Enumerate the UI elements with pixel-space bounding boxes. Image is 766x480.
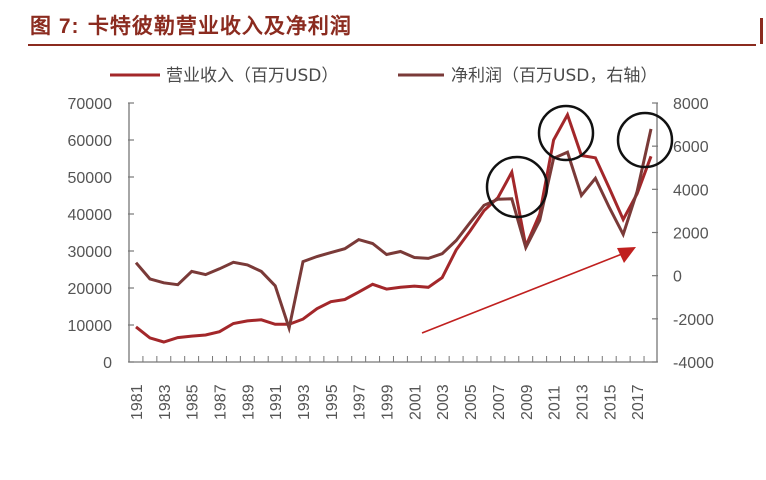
- x-tick-label: 1989: [240, 384, 257, 420]
- x-tick-label: 2005: [463, 384, 480, 420]
- legend-label-revenue: 营业收入（百万USD）: [166, 66, 338, 86]
- left-tick-label: 70000: [68, 96, 113, 113]
- x-tick-label: 1987: [213, 384, 230, 420]
- trend-arrow-shaft: [421, 253, 623, 334]
- x-tick-label: 2001: [407, 384, 424, 420]
- left-tick-label: 30000: [68, 244, 113, 261]
- x-tick-label: 1983: [157, 384, 174, 420]
- highlight-circle: [616, 111, 674, 169]
- right-tick-label: 8000: [673, 96, 709, 113]
- figure-title: 图 7: 卡特彼勒营业收入及净利润: [30, 10, 352, 40]
- legend-label-net-profit: 净利润（百万USD，右轴）: [451, 66, 657, 86]
- legend: 营业收入（百万USD） 净利润（百万USD，右轴）: [110, 66, 657, 86]
- figure-label: 图 7:: [30, 15, 80, 38]
- x-tick-label: 2003: [435, 384, 452, 420]
- x-tick-label: 2015: [602, 384, 619, 420]
- x-tick-label: 1985: [185, 384, 202, 420]
- figure-title-text: 卡特彼勒营业收入及净利润: [87, 14, 352, 38]
- right-tick-label: 4000: [673, 182, 709, 199]
- x-tick-label: 1981: [129, 384, 146, 420]
- edge-mark: [760, 18, 763, 44]
- annotations: [421, 104, 674, 334]
- right-tick-label: -4000: [673, 355, 714, 372]
- right-tick-label: 2000: [673, 226, 709, 243]
- left-tick-label: 0: [103, 355, 112, 372]
- x-tick-label: 1991: [268, 384, 285, 420]
- series: [134, 111, 653, 344]
- x-tick-label: 2009: [519, 384, 536, 420]
- left-tick-label: 60000: [68, 133, 113, 150]
- highlight-circle: [537, 104, 595, 162]
- left-tick-label: 10000: [68, 318, 113, 335]
- axes: 010000200003000040000500006000070000-400…: [68, 96, 715, 420]
- trend-arrow-head: [617, 247, 636, 263]
- left-tick-label: 20000: [68, 281, 113, 298]
- right-tick-label: 0: [673, 269, 682, 286]
- title-underline: [28, 44, 756, 46]
- x-tick-label: 2007: [491, 384, 508, 420]
- right-tick-label: -2000: [673, 312, 714, 329]
- right-tick-label: 6000: [673, 139, 709, 156]
- left-tick-label: 50000: [68, 170, 113, 187]
- x-tick-label: 2017: [630, 384, 647, 420]
- x-tick-label: 1995: [324, 384, 341, 420]
- x-tick-label: 2013: [574, 384, 591, 420]
- net-profit-line: [134, 128, 653, 334]
- x-tick-label: 1993: [296, 384, 313, 420]
- x-tick-label: 1997: [352, 384, 369, 420]
- x-tick-label: 1999: [380, 384, 397, 420]
- highlight-circle: [485, 155, 549, 219]
- revenue-line: [135, 111, 653, 344]
- left-tick-label: 40000: [68, 207, 113, 224]
- x-tick-label: 2011: [547, 385, 564, 420]
